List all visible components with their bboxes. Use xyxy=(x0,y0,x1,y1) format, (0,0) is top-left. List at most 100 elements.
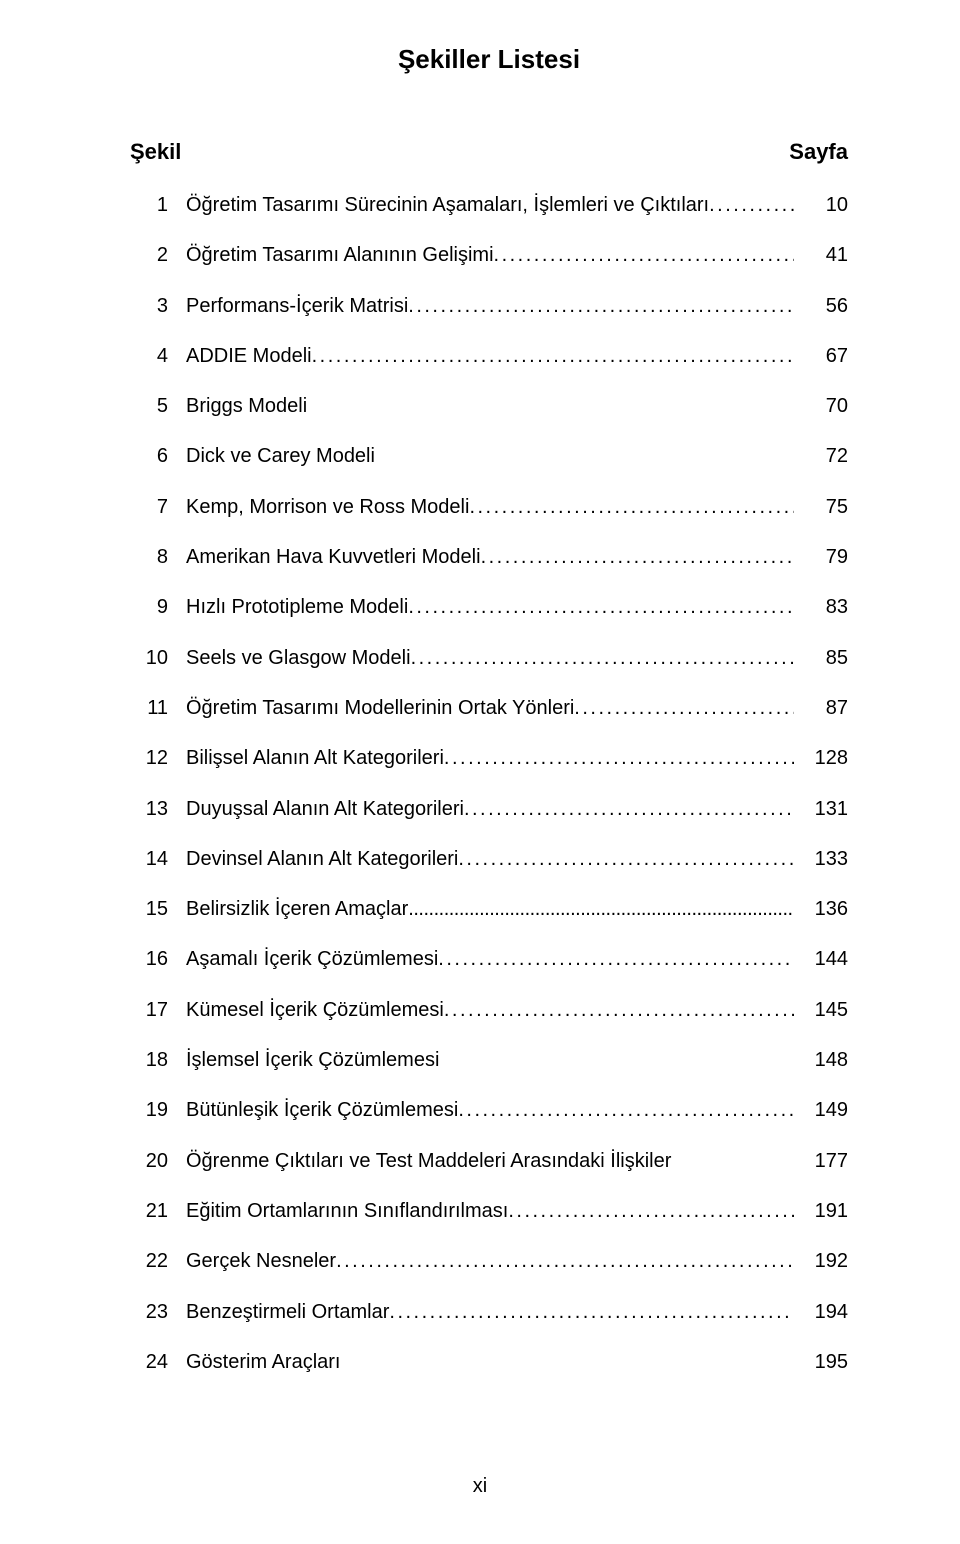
entry-number: 14 xyxy=(130,847,186,871)
entry-body: Öğretim Tasarımı Alanının Gelişimi......… xyxy=(186,243,794,267)
entry-page: 148 xyxy=(794,1048,848,1072)
entry-body: Amerikan Hava Kuvvetleri Modeli.........… xyxy=(186,545,794,569)
entry-page: 144 xyxy=(794,947,848,971)
entry-page: 145 xyxy=(794,998,848,1022)
entry-description: Bütünleşik İçerik Çözümlemesi xyxy=(186,1098,458,1122)
entry-description: Aşamalı İçerik Çözümlemesi xyxy=(186,947,438,971)
entry-leader: ........................................… xyxy=(408,294,794,318)
list-header: Şekil Sayfa xyxy=(130,139,848,165)
entry-leader: ........................................… xyxy=(389,1300,794,1324)
entry-body: Eğitim Ortamlarının Sınıflandırılması...… xyxy=(186,1199,794,1223)
header-left-label: Şekil xyxy=(130,139,181,165)
entry-body: Dick ve Carey Modeli xyxy=(186,444,794,468)
list-item: 24Gösterim Araçları195 xyxy=(130,1350,848,1374)
entry-leader: ........................................… xyxy=(458,847,794,871)
entry-description: Bilişsel Alanın Alt Kategorileri xyxy=(186,746,444,770)
list-item: 4ADDIE Modeli...........................… xyxy=(130,344,848,368)
entry-leader: ........................................… xyxy=(411,646,794,670)
entry-leader: ........................................… xyxy=(469,495,794,519)
entry-description: Gerçek Nesneler xyxy=(186,1249,336,1273)
entry-number: 15 xyxy=(130,897,186,921)
entry-number: 18 xyxy=(130,1048,186,1072)
list-item: 20Öğrenme Çıktıları ve Test Maddeleri Ar… xyxy=(130,1149,848,1173)
entry-description: Briggs Modeli xyxy=(186,394,307,418)
entry-leader: ........................................… xyxy=(444,746,794,770)
list-item: 5Briggs Modeli 70 xyxy=(130,394,848,418)
entry-number: 23 xyxy=(130,1300,186,1324)
entry-description: Amerikan Hava Kuvvetleri Modeli xyxy=(186,545,481,569)
entry-number: 21 xyxy=(130,1199,186,1223)
entry-body: Gerçek Nesneler.........................… xyxy=(186,1249,794,1273)
entry-body: Bilişsel Alanın Alt Kategorileri........… xyxy=(186,746,794,770)
entry-page: 70 xyxy=(794,394,848,418)
entry-leader: ........................................… xyxy=(464,797,794,821)
entry-description: Kemp, Morrison ve Ross Modeli xyxy=(186,495,469,519)
entry-page: 191 xyxy=(794,1199,848,1223)
entry-number: 13 xyxy=(130,797,186,821)
entry-number: 2 xyxy=(130,243,186,267)
entry-leader: ........................................… xyxy=(508,1199,794,1223)
entry-page: 149 xyxy=(794,1098,848,1122)
entry-page: 79 xyxy=(794,545,848,569)
entry-number: 7 xyxy=(130,495,186,519)
page-number-footer: xi xyxy=(0,1475,960,1498)
entry-description: İşlemsel İçerik Çözümlemesi xyxy=(186,1048,439,1072)
list-item: 22Gerçek Nesneler.......................… xyxy=(130,1249,848,1273)
entry-leader: ........................................… xyxy=(408,897,794,921)
list-item: 18İşlemsel İçerik Çözümlemesi 148 xyxy=(130,1048,848,1072)
entry-page: 10 xyxy=(794,193,848,217)
entry-number: 3 xyxy=(130,294,186,318)
entry-number: 11 xyxy=(130,696,186,720)
entry-page: 195 xyxy=(794,1350,848,1374)
entry-leader: ........................................… xyxy=(408,595,794,619)
list-item: 14Devinsel Alanın Alt Kategorileri......… xyxy=(130,847,848,871)
figure-list: 1Öğretim Tasarımı Sürecinin Aşamaları, İ… xyxy=(130,193,848,1374)
entry-description: Performans-İçerik Matrisi xyxy=(186,294,408,318)
list-item: 13Duyuşsal Alanın Alt Kategorileri......… xyxy=(130,797,848,821)
entry-leader: ........................................… xyxy=(336,1249,794,1273)
list-item: 2Öğretim Tasarımı Alanının Gelişimi.....… xyxy=(130,243,848,267)
entry-body: Belirsizlik İçeren Amaçlar..............… xyxy=(186,897,794,921)
list-item: 23Benzeştirmeli Ortamlar................… xyxy=(130,1300,848,1324)
entry-number: 10 xyxy=(130,646,186,670)
entry-description: Öğrenme Çıktıları ve Test Maddeleri Aras… xyxy=(186,1149,671,1173)
entry-leader: ........................................… xyxy=(458,1098,794,1122)
list-item: 10Seels ve Glasgow Modeli...............… xyxy=(130,646,848,670)
entry-page: 136 xyxy=(794,897,848,921)
list-item: 3Performans-İçerik Matrisi..............… xyxy=(130,294,848,318)
entry-leader: ........................................… xyxy=(312,344,794,368)
entry-number: 20 xyxy=(130,1149,186,1173)
entry-number: 6 xyxy=(130,444,186,468)
list-item: 11Öğretim Tasarımı Modellerinin Ortak Yö… xyxy=(130,696,848,720)
list-item: 16Aşamalı İçerik Çözümlemesi............… xyxy=(130,947,848,971)
entry-number: 22 xyxy=(130,1249,186,1273)
entry-number: 19 xyxy=(130,1098,186,1122)
list-item: 9Hızlı Prototipleme Modeli..............… xyxy=(130,595,848,619)
entry-number: 16 xyxy=(130,947,186,971)
entry-page: 56 xyxy=(794,294,848,318)
entry-description: Öğretim Tasarımı Modellerinin Ortak Yönl… xyxy=(186,696,574,720)
header-right-label: Sayfa xyxy=(789,139,848,165)
entry-body: Briggs Modeli xyxy=(186,394,794,418)
entry-page: 41 xyxy=(794,243,848,267)
list-item: 19Bütünleşik İçerik Çözümlemesi.........… xyxy=(130,1098,848,1122)
entry-body: İşlemsel İçerik Çözümlemesi xyxy=(186,1048,794,1072)
entry-description: Seels ve Glasgow Modeli xyxy=(186,646,411,670)
list-item: 15Belirsizlik İçeren Amaçlar............… xyxy=(130,897,848,921)
entry-number: 8 xyxy=(130,545,186,569)
entry-page: 83 xyxy=(794,595,848,619)
entry-description: Kümesel İçerik Çözümlemesi xyxy=(186,998,444,1022)
entry-number: 5 xyxy=(130,394,186,418)
entry-leader: ........................................… xyxy=(709,193,794,217)
entry-page: 87 xyxy=(794,696,848,720)
list-item: 8Amerikan Hava Kuvvetleri Modeli........… xyxy=(130,545,848,569)
entry-page: 72 xyxy=(794,444,848,468)
entry-description: Gösterim Araçları xyxy=(186,1350,340,1374)
entry-body: Kümesel İçerik Çözümlemesi..............… xyxy=(186,998,794,1022)
entry-body: Bütünleşik İçerik Çözümlemesi...........… xyxy=(186,1098,794,1122)
entry-body: Hızlı Prototipleme Modeli...............… xyxy=(186,595,794,619)
list-item: 7Kemp, Morrison ve Ross Modeli..........… xyxy=(130,495,848,519)
entry-description: Belirsizlik İçeren Amaçlar xyxy=(186,897,408,921)
entry-description: Öğretim Tasarımı Alanının Gelişimi xyxy=(186,243,494,267)
entry-description: Benzeştirmeli Ortamlar xyxy=(186,1300,389,1324)
